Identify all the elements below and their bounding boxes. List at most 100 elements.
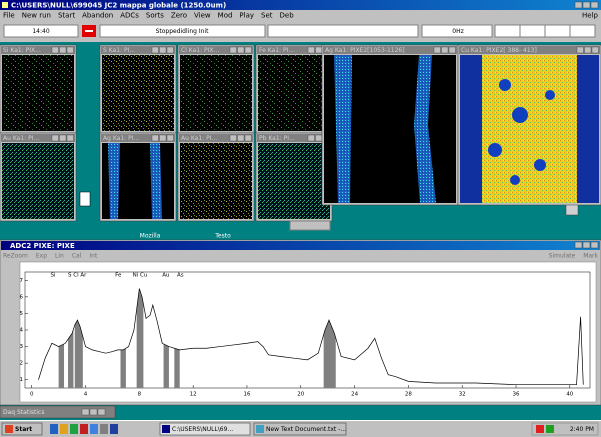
x-tick-label: 8 bbox=[138, 392, 142, 398]
task-label: C:\USERS\NULL\69... bbox=[172, 426, 233, 433]
x-tick-label: 12 bbox=[190, 392, 197, 398]
map-window-button[interactable] bbox=[592, 47, 599, 53]
menu-item[interactable]: Abandon bbox=[82, 12, 113, 20]
x-tick-label: 16 bbox=[243, 392, 250, 398]
element-label: Au bbox=[162, 273, 169, 279]
menu-item[interactable]: Sorts bbox=[146, 12, 164, 20]
map-window-button[interactable] bbox=[316, 47, 323, 53]
page: PIXE screenshot html, body { margin: 0; … bbox=[0, 0, 601, 437]
map-region bbox=[482, 55, 577, 203]
map-image bbox=[2, 55, 74, 131]
map-window-button[interactable] bbox=[308, 47, 315, 53]
quick-launch[interactable] bbox=[50, 424, 58, 434]
empty-box bbox=[268, 25, 418, 37]
undefined[interactable] bbox=[583, 2, 590, 8]
map-window-button[interactable] bbox=[238, 135, 245, 141]
undefined[interactable] bbox=[583, 242, 590, 248]
daq-button[interactable] bbox=[90, 409, 97, 415]
map-window-button[interactable] bbox=[238, 47, 245, 53]
menu-help[interactable]: Help bbox=[582, 12, 599, 20]
map-window-button[interactable] bbox=[167, 47, 174, 53]
desktop-icon-label[interactable]: Testo bbox=[214, 233, 231, 240]
desktop-icon[interactable] bbox=[80, 192, 90, 206]
menu-item[interactable]: Mod bbox=[218, 12, 233, 20]
daq-button[interactable] bbox=[82, 409, 89, 415]
undefined[interactable] bbox=[591, 242, 598, 248]
spectrum-menu-item[interactable]: Mark bbox=[583, 253, 598, 260]
spectrum-menu-item[interactable]: Cal bbox=[72, 253, 82, 260]
map-window-button[interactable] bbox=[152, 135, 159, 141]
map-window-button[interactable] bbox=[308, 135, 315, 141]
quick-launch[interactable] bbox=[80, 424, 88, 434]
menu-item[interactable]: New run bbox=[22, 12, 51, 20]
map-window-button[interactable] bbox=[230, 47, 237, 53]
x-tick-label: 40 bbox=[566, 392, 573, 398]
undefined[interactable] bbox=[575, 2, 582, 8]
quick-launch[interactable] bbox=[70, 424, 78, 434]
map-window-button[interactable] bbox=[52, 47, 59, 53]
window-title: C:\USERS\NULL\699045 JC2 mappa globale (… bbox=[11, 2, 226, 10]
menu-item[interactable]: File bbox=[3, 12, 15, 20]
tray-icon bbox=[546, 425, 554, 433]
map-title: Ag Ka1: PIXE2[1053-1126] bbox=[325, 47, 405, 54]
menu-item[interactable]: View bbox=[194, 12, 211, 20]
map-window-button[interactable] bbox=[60, 47, 67, 53]
undefined[interactable] bbox=[575, 242, 582, 248]
map-window-button[interactable] bbox=[585, 47, 592, 53]
map-window-button[interactable] bbox=[52, 135, 59, 141]
map-window-button[interactable] bbox=[60, 135, 67, 141]
menu-item[interactable]: Zero bbox=[171, 12, 187, 20]
task-label: New Text Document.txt -... bbox=[266, 426, 346, 433]
map-window-button[interactable] bbox=[152, 47, 159, 53]
quick-launch[interactable] bbox=[110, 424, 118, 434]
menu-item[interactable]: Set bbox=[261, 12, 273, 20]
x-tick-label: 36 bbox=[513, 392, 520, 398]
map-window-button[interactable] bbox=[245, 47, 252, 53]
menu-item[interactable]: Start bbox=[58, 12, 75, 20]
map-hole bbox=[545, 90, 555, 100]
spectrum-menu-item[interactable]: Int bbox=[89, 253, 98, 260]
start-label: Start bbox=[15, 426, 32, 433]
spectrum-menu-item[interactable]: Simulate bbox=[549, 253, 576, 260]
spectrum-menu-item[interactable]: ReZoom bbox=[3, 253, 28, 260]
y-tick-label: 2 bbox=[20, 361, 24, 367]
map-window-button[interactable] bbox=[67, 135, 74, 141]
map-title: Cl Ka1: PIX... bbox=[181, 47, 219, 54]
daq-button[interactable] bbox=[98, 409, 105, 415]
map-window-button[interactable] bbox=[230, 135, 237, 141]
x-tick-label: 20 bbox=[297, 392, 304, 398]
quick-launch[interactable] bbox=[100, 424, 108, 434]
map-image bbox=[180, 55, 252, 131]
map-hole bbox=[534, 159, 546, 171]
x-tick-label: 28 bbox=[405, 392, 412, 398]
map-window-button[interactable] bbox=[245, 135, 252, 141]
tray-icon bbox=[536, 425, 544, 433]
map-title: Ag Ka1: PI... bbox=[103, 135, 139, 142]
desktop-icon-label[interactable]: Mozilla bbox=[140, 233, 161, 240]
time: 14:40 bbox=[32, 28, 49, 35]
spectrum-menu-item[interactable]: Exp bbox=[36, 253, 47, 260]
spectrum-menu-item[interactable]: Lin bbox=[55, 253, 64, 260]
map-window-button[interactable] bbox=[67, 47, 74, 53]
body: { "window": { "title": "C:\\USERS\\NULL\… bbox=[0, 0, 601, 437]
menu-item[interactable]: ADCs bbox=[120, 12, 139, 20]
map-window-button[interactable] bbox=[160, 135, 167, 141]
element-label: Si bbox=[51, 273, 56, 279]
map-image bbox=[2, 143, 74, 219]
map-title: Fe Ka1: PI... bbox=[259, 47, 294, 54]
map-window-button[interactable] bbox=[449, 47, 456, 53]
map-window-button[interactable] bbox=[316, 135, 323, 141]
map-window-button[interactable] bbox=[442, 47, 449, 53]
quick-launch[interactable] bbox=[60, 424, 68, 434]
menu-item[interactable]: Deb bbox=[280, 12, 295, 20]
map-window-button[interactable] bbox=[577, 47, 584, 53]
quick-launch[interactable] bbox=[90, 424, 98, 434]
map-window-button[interactable] bbox=[434, 47, 441, 53]
map-window-button[interactable] bbox=[160, 47, 167, 53]
undefined[interactable] bbox=[591, 2, 598, 8]
y-tick-label: 5 bbox=[20, 311, 24, 317]
menu-item[interactable]: Play bbox=[239, 12, 254, 20]
map-window-button[interactable] bbox=[167, 135, 174, 141]
map-hole bbox=[512, 107, 528, 123]
app-icon bbox=[2, 2, 8, 8]
